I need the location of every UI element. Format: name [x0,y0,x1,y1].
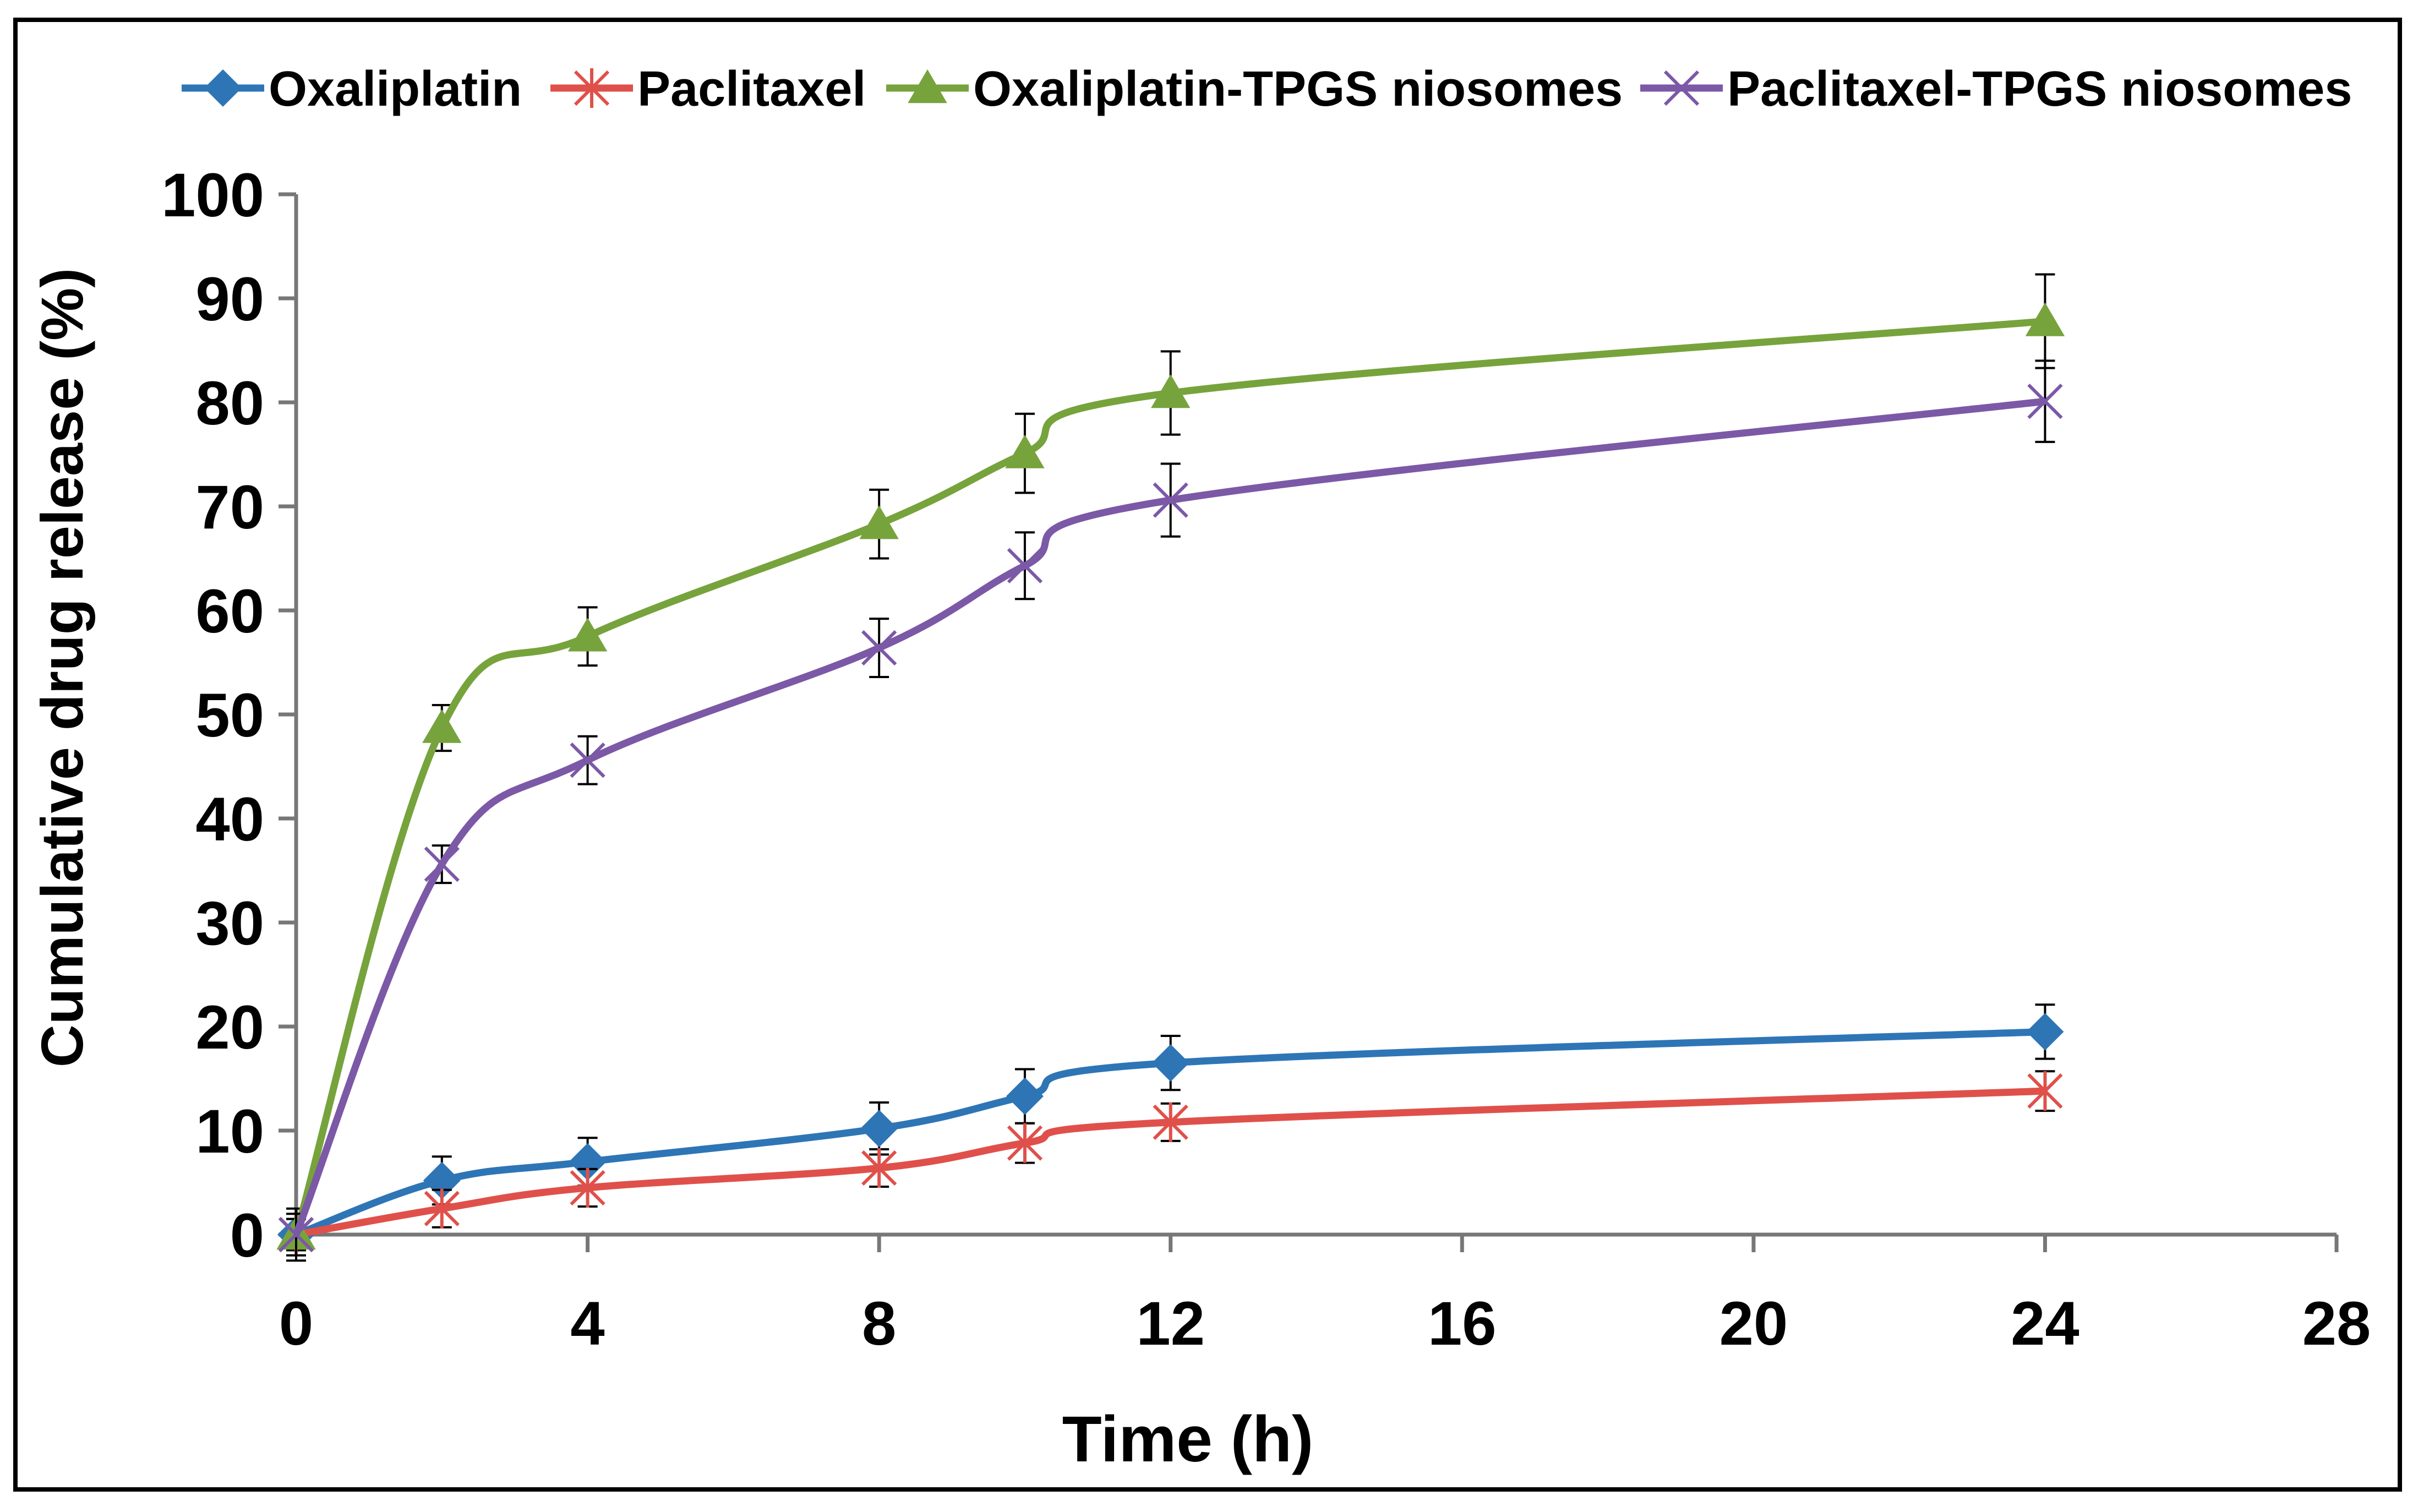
y-tick-label: 60 [195,577,264,646]
series-oxaliplatin-tpgs-niosomes [276,273,2065,1262]
x-tick-label: 12 [1136,1289,1205,1358]
x-axis: 0 4 8 12 16 20 24 28 [279,1232,2371,1358]
data-point [1153,482,1188,518]
y-tick-label: 30 [195,889,264,958]
series-paclitaxel-tpgs-niosomes [278,359,2063,1257]
data-point [1005,434,1045,468]
data-point [861,1148,897,1188]
data-point [1007,548,1043,583]
legend-marker [204,69,242,107]
legend-label: Oxaliplatin [269,62,522,117]
x-tick-label: 8 [862,1289,896,1358]
data-point [861,630,897,666]
data-point [1151,1044,1189,1082]
y-tick-label: 90 [195,265,264,334]
data-point [424,1188,460,1229]
y-tick-label: 0 [230,1201,264,1270]
legend-marker [574,68,610,108]
legend-label: Oxaliplatin-TPGS niosomes [973,62,1623,117]
x-tick-label: 24 [2011,1289,2079,1358]
y-tick-label: 100 [161,161,264,230]
data-point [2027,383,2063,419]
figure-border [13,18,2402,1492]
y-axis: 0 10 20 30 40 50 60 70 80 90 100 [161,161,298,1270]
y-tick-label: 40 [195,785,264,854]
data-point [860,1110,898,1148]
legend: Oxaliplatin Paclitaxel Oxaliplatin-TPGS ni… [182,62,2352,117]
y-tick-label: 70 [195,473,264,542]
data-point [569,1143,607,1181]
data-point [2025,302,2065,336]
series-line [294,1028,2045,1238]
legend-item: Paclitaxel-TPGS niosomes [1640,62,2352,117]
legend-item: Oxaliplatin [182,62,522,117]
data-point [2027,1071,2063,1111]
y-tick-label: 50 [195,681,264,750]
axes: 0 10 20 30 40 50 60 70 80 90 100 0 4 8 12 16 20 24 28 [161,161,2371,1358]
data-point [567,618,608,652]
data-point [1006,1077,1044,1115]
legend-label: Paclitaxel-TPGS niosomes [1727,62,2352,117]
data-point [570,1167,605,1208]
x-tick-label: 0 [279,1289,313,1358]
data-point [422,709,462,743]
x-tick-label: 16 [1428,1289,1497,1358]
data-point [570,743,605,778]
y-tick-label: 20 [195,993,264,1062]
data-point [1153,1102,1188,1142]
data-point [424,847,460,882]
data-point [278,1216,314,1253]
legend-marker [908,69,947,103]
legend-item: Oxaliplatin-TPGS niosomes [886,62,1623,117]
plot-area [276,273,2065,1262]
x-tick-label: 28 [2302,1289,2371,1358]
x-tick-label: 20 [1720,1289,1788,1358]
series-line [292,318,2045,1236]
series-paclitaxel [278,1070,2063,1254]
x-tick-label: 4 [570,1289,604,1358]
data-point [2026,1013,2064,1051]
y-tick-label: 10 [195,1097,264,1166]
legend-item: Paclitaxel [550,62,866,117]
series-line [295,1087,2045,1238]
legend-marker [1663,70,1700,106]
y-axis-label: Cumulative drug release (%) [29,268,95,1067]
x-axis-label: Time (h) [1062,1403,1314,1476]
data-point [1151,374,1191,408]
data-point [1007,1123,1043,1163]
legend-label: Paclitaxel [637,62,866,117]
y-tick-label: 80 [195,369,264,438]
data-point [859,505,899,539]
